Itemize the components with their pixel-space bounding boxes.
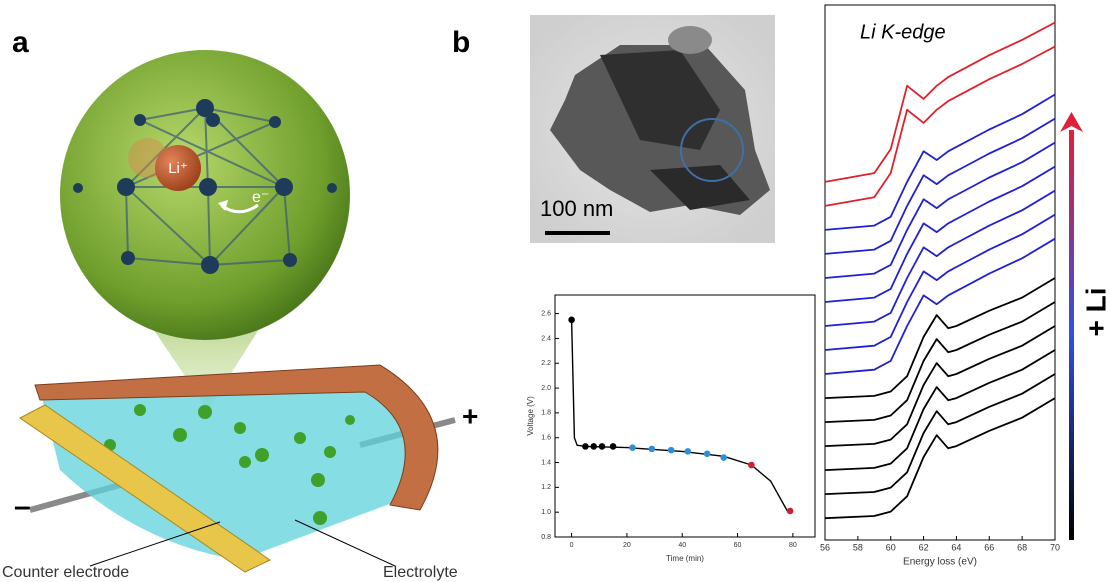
lithium-ion — [155, 145, 201, 191]
y-tick-label: 1.8 — [541, 410, 551, 417]
series-line — [824, 213, 1056, 351]
data-point — [598, 443, 606, 450]
data-point — [629, 444, 636, 451]
x-tick-label: 62 — [919, 542, 929, 552]
x-tick-label: 70 — [1050, 542, 1060, 552]
y-tick-label: 1.6 — [541, 435, 551, 442]
particle-light — [668, 26, 712, 54]
x-tick-label: 60 — [734, 542, 742, 549]
data-point — [609, 443, 617, 450]
lattice-bonds — [125, 107, 291, 266]
series-line — [824, 117, 1056, 255]
y-tick-label: 2.0 — [541, 385, 551, 392]
leader-line — [89, 521, 221, 567]
x-axis-label: Energy loss (eV) — [903, 557, 977, 568]
x-tick-label: 68 — [1017, 542, 1027, 552]
series-line — [824, 277, 1056, 399]
particle-dark — [600, 50, 720, 150]
electrolyte-body — [40, 370, 424, 560]
data-point — [582, 443, 589, 450]
data-point — [590, 443, 598, 450]
y-tick-label: 2.2 — [541, 360, 551, 367]
y-tick-label: 2.4 — [541, 335, 551, 342]
data-point — [720, 454, 728, 461]
x-tick-label: 40 — [678, 542, 686, 549]
negative-terminal: – — [14, 490, 31, 523]
series-line — [824, 93, 1056, 231]
lattice-atoms — [73, 99, 337, 274]
particles — [104, 404, 355, 525]
series-line — [824, 21, 1056, 183]
x-tick-label: 60 — [886, 542, 896, 552]
arrow-label: + Li — [1080, 287, 1110, 336]
y-tick-label: 1.0 — [541, 509, 551, 516]
series-line — [570, 319, 788, 512]
x-axis-label: Time (min) — [666, 554, 704, 563]
data-point — [703, 450, 711, 458]
label: Counter electrode — [2, 564, 129, 581]
series-line — [824, 301, 1056, 423]
series-line — [824, 237, 1056, 375]
particle-image — [550, 26, 770, 215]
x-tick-label: 66 — [984, 542, 994, 552]
x-tick-label: 58 — [853, 542, 863, 552]
x-tick-label: 0 — [570, 542, 574, 549]
series-line — [824, 165, 1056, 303]
electron-arrowhead — [218, 200, 228, 211]
scale-bar-label: 100 nm — [540, 196, 613, 221]
series-line — [824, 141, 1056, 279]
arrow-head — [1060, 112, 1083, 132]
leader-line — [294, 519, 396, 567]
data-point — [568, 316, 575, 324]
working-electrode — [34, 364, 439, 511]
ion-label: Li⁺ — [168, 160, 188, 177]
y-tick-label: 1.4 — [541, 459, 551, 466]
series-line — [824, 349, 1056, 471]
series-line — [824, 45, 1056, 207]
particle-dark — [650, 165, 750, 210]
series-line — [824, 397, 1056, 520]
series-line — [824, 373, 1056, 495]
counter-electrode — [19, 404, 271, 573]
panel-label: a — [12, 26, 29, 59]
x-tick-label: 56 — [820, 542, 830, 552]
data-point — [748, 461, 755, 469]
data-point — [648, 445, 656, 453]
series-line — [824, 189, 1056, 327]
data-point — [786, 507, 794, 515]
x-tick-label: 20 — [623, 542, 631, 549]
panel-label: b — [452, 26, 470, 59]
y-tick-label: 0.8 — [541, 534, 551, 541]
electron-label: e⁻ — [252, 189, 269, 206]
x-tick-label: 64 — [951, 542, 961, 552]
y-axis-label: Voltage (V) — [526, 396, 535, 436]
y-tick-label: 1.2 — [541, 484, 551, 491]
series-line — [824, 325, 1056, 447]
chart-title: Li K-edge — [860, 21, 946, 43]
region-circle — [680, 118, 744, 182]
plot-frame — [824, 4, 1056, 541]
arrow-shaft — [1069, 130, 1074, 540]
data-point — [667, 446, 675, 454]
data-point — [684, 448, 692, 455]
y-tick-label: 2.6 — [541, 310, 551, 317]
positive-terminal: + — [462, 400, 478, 431]
x-tick-label: 80 — [789, 542, 797, 549]
label: Electrolyte — [383, 564, 458, 581]
plot-frame — [554, 294, 816, 538]
